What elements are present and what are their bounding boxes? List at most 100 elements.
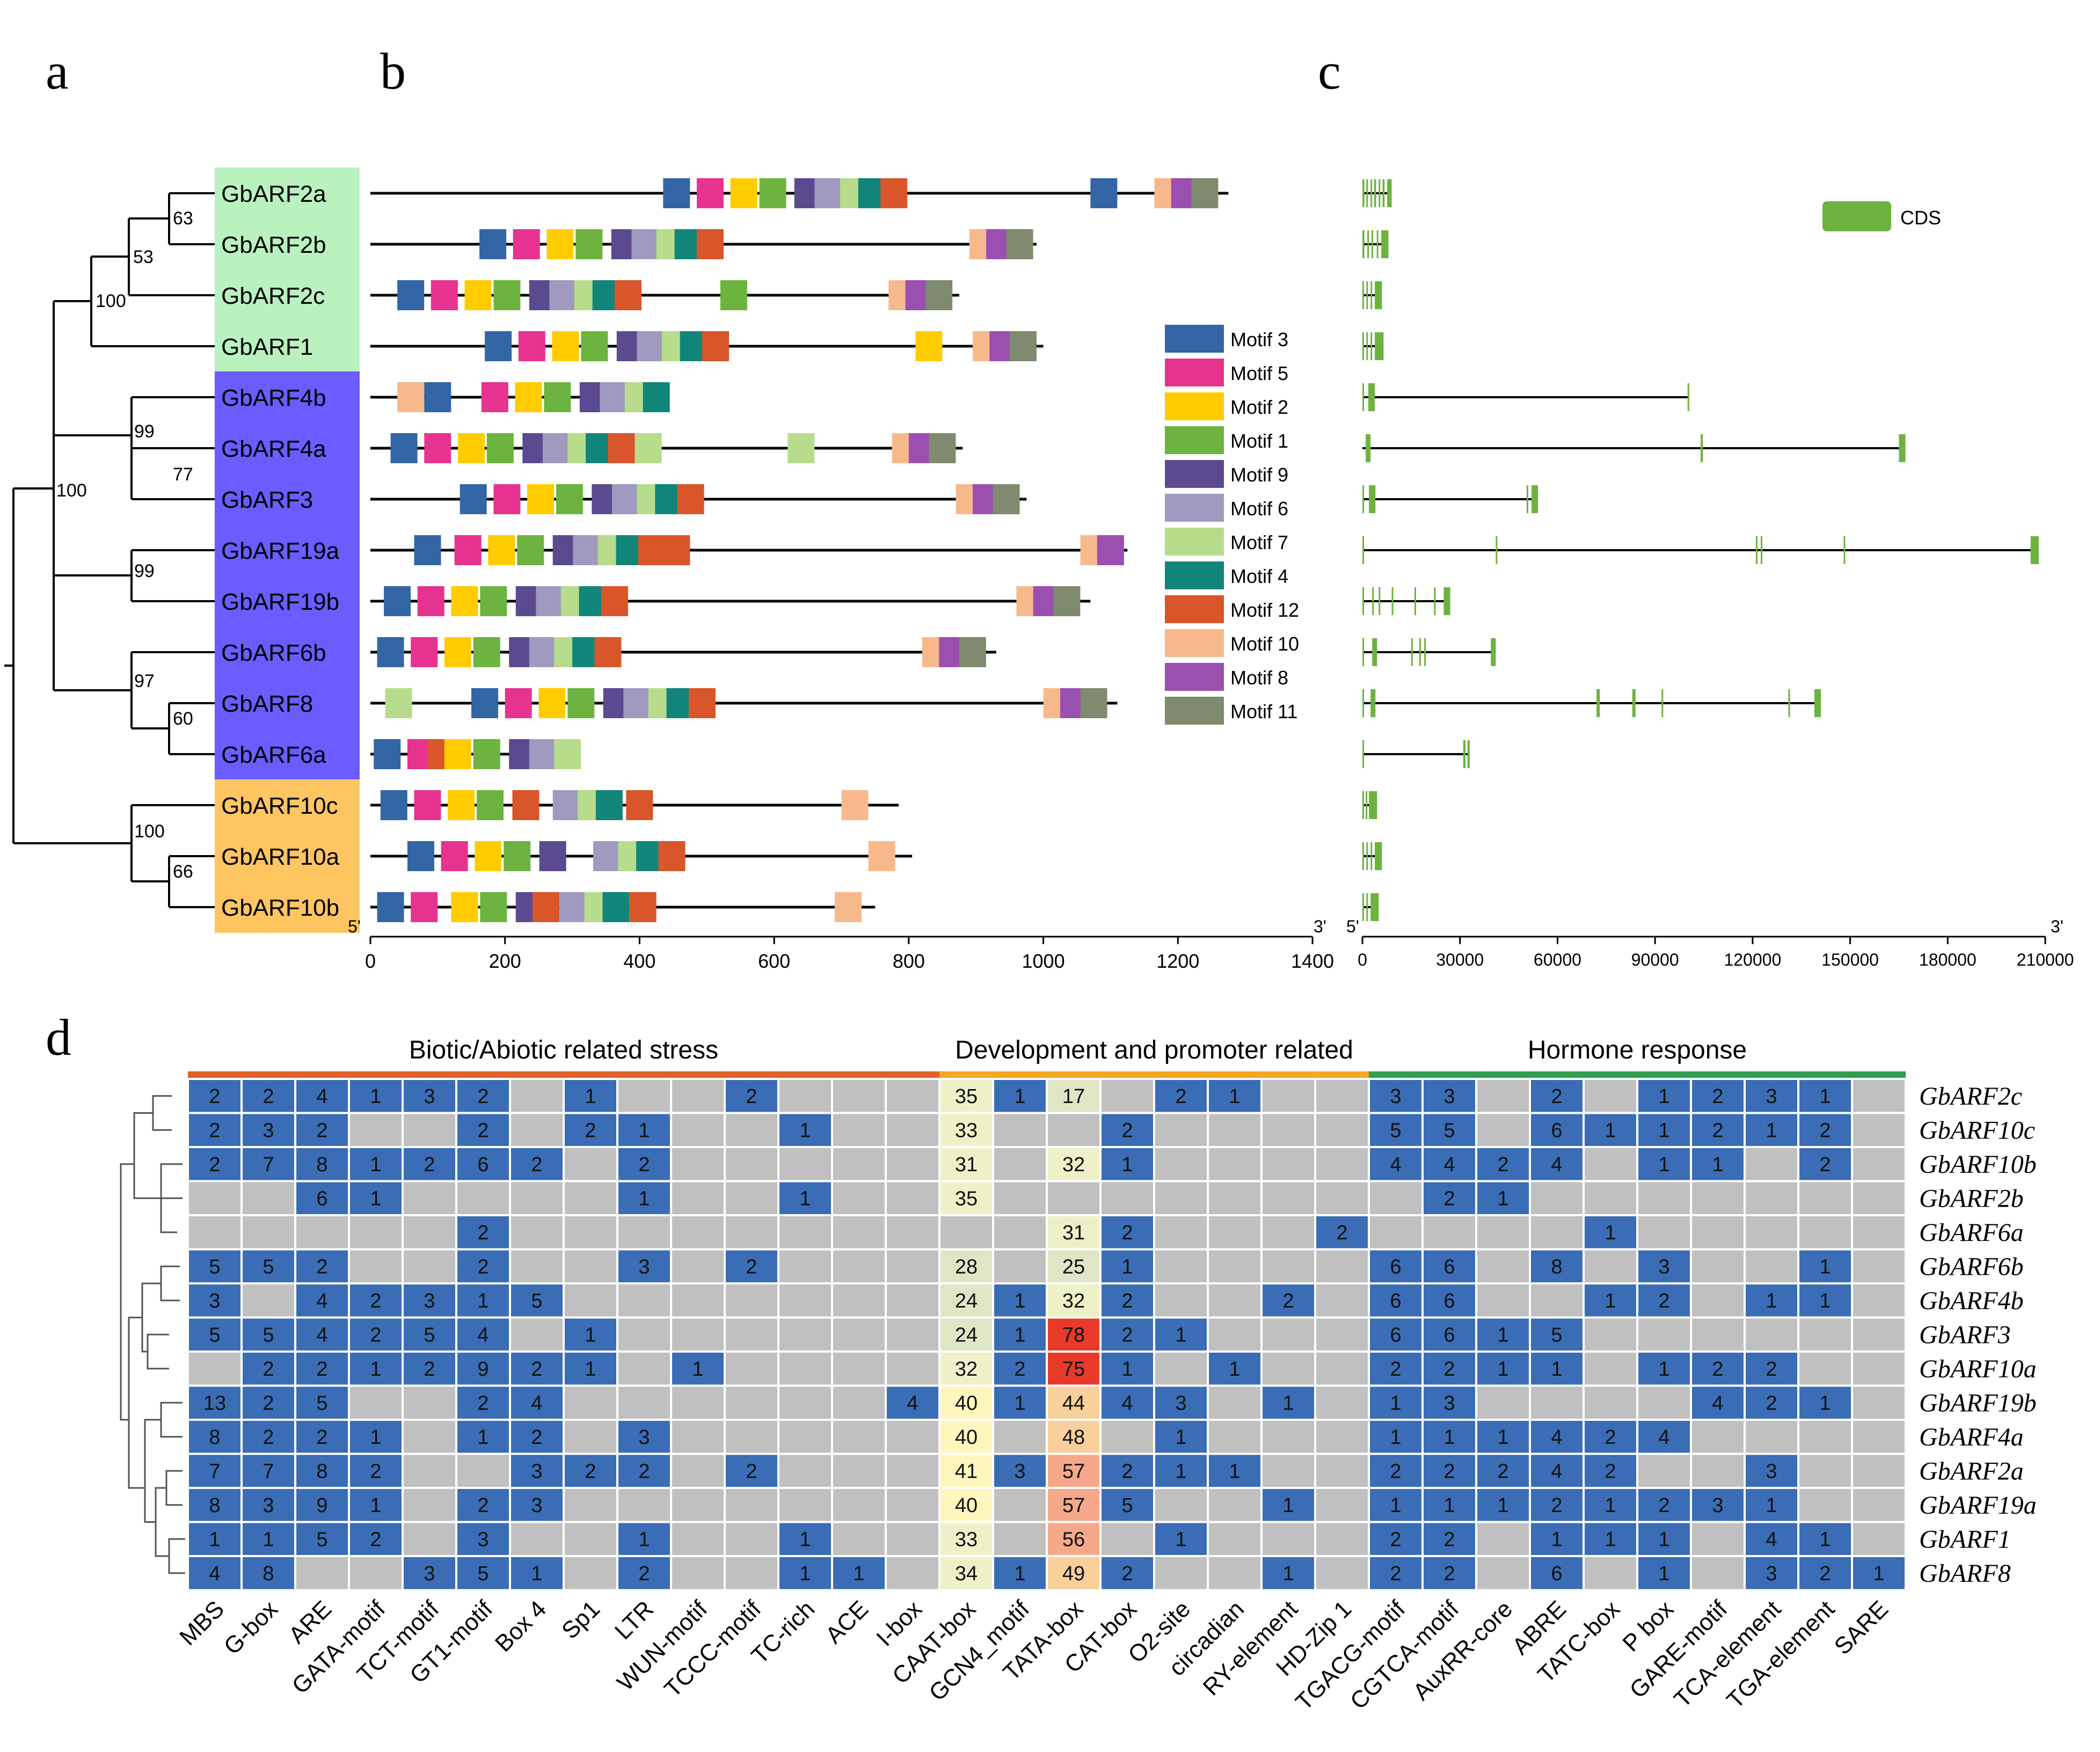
heatmap-cell-value: 1	[1551, 1528, 1562, 1551]
heatmap-cell	[616, 1350, 672, 1387]
heatmap-cell-value: 6	[1390, 1255, 1401, 1278]
gene-axis-label: 90000	[1631, 950, 1679, 969]
heatmap-cell	[1368, 1452, 1424, 1489]
exon-block	[1843, 536, 1846, 564]
heatmap-cell	[938, 1452, 994, 1489]
motif-block	[529, 637, 556, 667]
tree-label-box	[215, 779, 360, 831]
heatmap-cell	[509, 1112, 565, 1148]
heatmap-cell-value: 5	[262, 1255, 274, 1278]
heatmap-cell-value: 6	[1390, 1324, 1401, 1346]
gene-axis-label: 0	[1358, 950, 1367, 969]
exon-block	[1362, 383, 1364, 411]
motif-block	[414, 535, 441, 565]
motif-block	[615, 280, 642, 310]
heatmap-cell	[831, 1180, 887, 1216]
heatmap-cell	[1636, 1214, 1692, 1251]
heatmap-cell	[670, 1521, 726, 1557]
heatmap-cell-value: 1	[477, 1290, 488, 1312]
motif-block	[567, 688, 595, 718]
tree-label-box	[215, 677, 360, 729]
heatmap-cell	[1797, 1350, 1853, 1387]
heatmap-cell	[1314, 1180, 1370, 1216]
heatmap-cell	[1421, 1214, 1477, 1251]
heatmap-cell	[724, 1350, 779, 1387]
heatmap-cell-value: 6	[1551, 1119, 1562, 1142]
heatmap-cell	[1368, 1350, 1424, 1387]
tree-label-box	[215, 320, 360, 372]
heatmap-cell	[1529, 1180, 1585, 1216]
motif-block	[1097, 535, 1124, 565]
motif-block	[517, 535, 544, 565]
heatmap-cell-value: 5	[209, 1324, 220, 1346]
dendrogram-branch	[165, 1470, 183, 1506]
heatmap-cell	[1046, 1146, 1102, 1182]
heatmap-cell-value: 2	[1121, 1460, 1133, 1483]
heatmap-cell	[1207, 1316, 1263, 1353]
legend-label: Motif 12	[1230, 599, 1299, 621]
heatmap-cell-value: 4	[316, 1290, 327, 1312]
bootstrap-label: 100	[134, 821, 165, 842]
heatmap-cell-value: 3	[262, 1494, 274, 1517]
exon-block	[1371, 230, 1373, 258]
heatmap-cell	[992, 1146, 1048, 1182]
bootstrap-label: 97	[134, 671, 155, 691]
dendrogram-branch	[160, 1181, 177, 1233]
heatmap-cell	[1207, 1180, 1263, 1216]
motif-block	[658, 841, 686, 871]
heatmap-cell-value: 1	[1658, 1154, 1669, 1176]
heatmap-cell-value: 1	[1819, 1085, 1831, 1108]
cis-element-heatmap: Biotic/Abiotic related stress Development…	[120, 1036, 2037, 1716]
heatmap-cell	[1260, 1419, 1316, 1455]
gene-axis-label: 30000	[1436, 950, 1484, 969]
heatmap-cell-value: 1	[799, 1528, 811, 1551]
motif-block	[481, 382, 508, 412]
heatmap-cell-value: 1	[370, 1187, 381, 1210]
motif-block	[536, 586, 563, 616]
heatmap-cell-value: 1	[1175, 1324, 1186, 1346]
heatmap-cell-value: 5	[1443, 1119, 1455, 1142]
tree-gene-label: GbARF2a	[221, 181, 326, 207]
heatmap-cell-value: 1	[1605, 1494, 1616, 1517]
heatmap-cell-value: 3	[1014, 1460, 1025, 1483]
tree-gene-label: GbARF6a	[221, 742, 326, 768]
tree-gene-label: GbARF4a	[221, 436, 326, 462]
heatmap-cell-value: 2	[370, 1324, 381, 1346]
heatmap-cell	[1368, 1419, 1424, 1455]
heatmap-cell	[1314, 1452, 1370, 1489]
heatmap-cell	[670, 1419, 726, 1455]
heatmap-cell-value: 2	[1658, 1290, 1669, 1312]
bootstrap-label: 60	[173, 709, 193, 729]
heatmap-cell-value: 1	[1605, 1119, 1616, 1142]
heatmap-cell	[1851, 1452, 1907, 1489]
heatmap-cell-value: 2	[316, 1119, 327, 1142]
heatmap-cell-value: 1	[1658, 1119, 1669, 1142]
exon-block	[1362, 638, 1364, 666]
heatmap-cell	[1421, 1419, 1477, 1455]
heatmap-cell-value: 8	[1551, 1255, 1562, 1278]
motif-axis-label: 600	[758, 950, 790, 972]
heatmap-cell-value: 2	[1390, 1528, 1401, 1551]
heatmap-cell	[831, 1248, 887, 1284]
heatmap-cell-value: 2	[209, 1154, 220, 1176]
bootstrap-label: 100	[56, 480, 87, 501]
exon-block	[1381, 230, 1389, 258]
heatmap-cell-value: 31	[955, 1154, 978, 1176]
heatmap-cell-value: 3	[424, 1290, 435, 1312]
heatmap-cell	[1690, 1555, 1746, 1592]
motif-block	[513, 229, 540, 259]
heatmap-cell	[1421, 1384, 1477, 1421]
motif-block	[377, 637, 404, 667]
heatmap-cell-value: 1	[370, 1154, 381, 1176]
heatmap-cell-value: 1	[1766, 1494, 1777, 1517]
exon-block	[1411, 638, 1413, 666]
heatmap-cell	[187, 1214, 243, 1251]
gene-axis-3prime: 3'	[2051, 917, 2063, 936]
motif-block	[384, 586, 411, 616]
heatmap-cell	[240, 1146, 296, 1182]
heatmap-cell	[885, 1419, 940, 1455]
legend-label: Motif 1	[1230, 430, 1288, 452]
heatmap-cell	[1744, 1555, 1799, 1592]
motif-legend: Motif 3 Motif 5 Motif 2 Motif 1 Motif 9 Motif…	[1165, 325, 1299, 725]
heatmap-cell-value: 2	[262, 1426, 274, 1449]
